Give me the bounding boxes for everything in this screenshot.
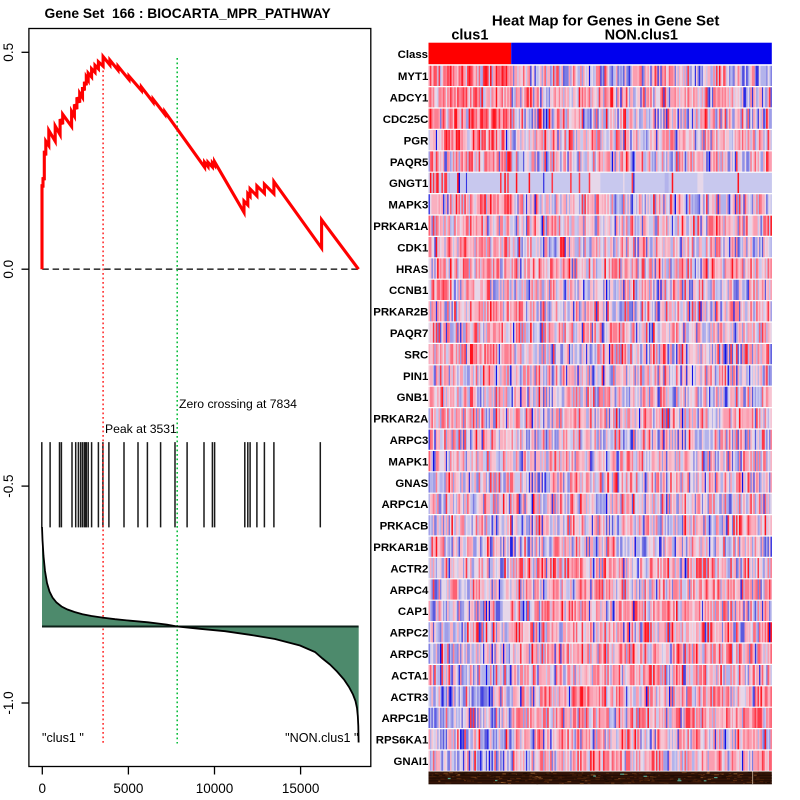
svg-text:10000: 10000: [196, 781, 234, 796]
svg-text:0.5: 0.5: [1, 43, 16, 62]
svg-text:PAQR7: PAQR7: [390, 328, 428, 340]
svg-text:ARPC2: ARPC2: [390, 628, 429, 640]
svg-text:SRC: SRC: [404, 349, 428, 361]
svg-text:ARPC1A: ARPC1A: [381, 499, 428, 511]
svg-text:ARPC4: ARPC4: [390, 585, 429, 597]
svg-text:ARPC5: ARPC5: [390, 649, 429, 661]
svg-text:"NON.clus1 ": "NON.clus1 ": [285, 731, 358, 745]
svg-text:ARPC1B: ARPC1B: [381, 713, 428, 725]
svg-text:ACTR2: ACTR2: [390, 563, 428, 575]
svg-text:ARPC3: ARPC3: [390, 435, 429, 447]
svg-text:ADCY1: ADCY1: [390, 93, 429, 105]
svg-text:-1.0: -1.0: [1, 691, 16, 714]
svg-text:ACTA1: ACTA1: [391, 670, 429, 682]
svg-text:RPS6KA1: RPS6KA1: [376, 735, 429, 747]
svg-text:PRKAR1A: PRKAR1A: [373, 221, 428, 233]
svg-text:15000: 15000: [282, 781, 320, 796]
svg-text:GNB1: GNB1: [397, 392, 429, 404]
svg-text:PRKACB: PRKACB: [380, 521, 429, 533]
svg-text:-0.5: -0.5: [1, 474, 16, 497]
svg-text:GNAI1: GNAI1: [393, 756, 428, 768]
svg-text:PGR: PGR: [404, 135, 429, 147]
svg-text:Heat Map for Genes in Gene Set: Heat Map for Genes in Gene Set: [492, 13, 720, 30]
svg-text:0.0: 0.0: [1, 260, 16, 279]
svg-text:CDK1: CDK1: [397, 242, 429, 254]
svg-text:MYT1: MYT1: [398, 71, 429, 83]
svg-text:PRKAR1B: PRKAR1B: [373, 542, 428, 554]
svg-text:"clus1 ": "clus1 ": [42, 731, 84, 745]
svg-text:GNAS: GNAS: [395, 478, 428, 490]
svg-text:ACTR3: ACTR3: [390, 692, 428, 704]
svg-text:PRKAR2A: PRKAR2A: [373, 414, 428, 426]
svg-text:PIN1: PIN1: [403, 371, 429, 383]
svg-text:MAPK1: MAPK1: [388, 456, 429, 468]
svg-text:GNGT1: GNGT1: [389, 178, 429, 190]
svg-text:CAP1: CAP1: [398, 606, 429, 618]
svg-text:Zero crossing at 7834: Zero crossing at 7834: [179, 397, 297, 411]
svg-text:Gene Set 166 : BIOCARTA_MPR_P: Gene Set 166 : BIOCARTA_MPR_PATHWAY: [44, 6, 330, 21]
svg-text:NON.clus1: NON.clus1: [605, 28, 678, 44]
svg-text:CCNB1: CCNB1: [389, 285, 429, 297]
svg-text:MAPK3: MAPK3: [388, 200, 428, 212]
svg-text:Peak at 3531: Peak at 3531: [105, 422, 177, 436]
svg-text:5000: 5000: [113, 781, 143, 796]
svg-text:PAQR5: PAQR5: [390, 157, 429, 169]
svg-text:PRKAR2B: PRKAR2B: [373, 307, 428, 319]
svg-text:Class: Class: [398, 49, 428, 61]
svg-text:HRAS: HRAS: [396, 264, 429, 276]
svg-text:clus1: clus1: [451, 28, 488, 44]
svg-text:CDC25C: CDC25C: [383, 114, 429, 126]
svg-text:0: 0: [39, 781, 47, 796]
